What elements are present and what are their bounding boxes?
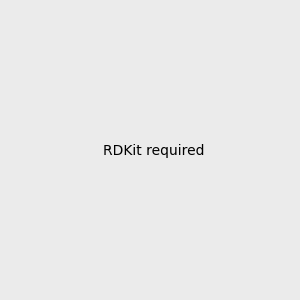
Text: RDKit required: RDKit required — [103, 145, 205, 158]
